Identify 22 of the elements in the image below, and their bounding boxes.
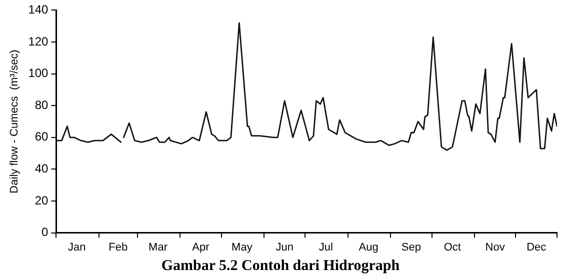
y-tick-label: 140	[28, 2, 49, 17]
x-tick-label: Feb	[108, 241, 128, 254]
y-axis-title: Daily flow - Cumecs (m³/sec)	[8, 50, 21, 194]
y-tick-label: 0	[42, 225, 49, 240]
y-tick-label: 20	[34, 193, 49, 208]
y-tick-label: 60	[34, 130, 49, 144]
y-tick-label: 80	[34, 98, 49, 112]
x-tick-label: Oct	[444, 241, 462, 254]
x-tick-label: Sep	[401, 241, 421, 254]
x-tick-label: Dec	[526, 241, 547, 254]
x-tick-label: Jun	[276, 241, 294, 254]
text: Gambar 5.2 Contoh dari Hidrograph	[161, 258, 400, 274]
y-tick-label: 100	[28, 66, 49, 80]
x-tick-label: May	[232, 241, 253, 254]
y-tick-label: 120	[28, 34, 49, 48]
x-tick-label: Mar	[148, 241, 168, 254]
x-tick-label: Aug	[358, 241, 378, 254]
x-tick-label: Nov	[485, 241, 506, 254]
x-tick-label: Apr	[192, 241, 210, 254]
x-tick-label: Jul	[318, 241, 333, 254]
x-tick-label: Jan	[68, 241, 86, 254]
y-tick-label: 40	[34, 162, 49, 176]
